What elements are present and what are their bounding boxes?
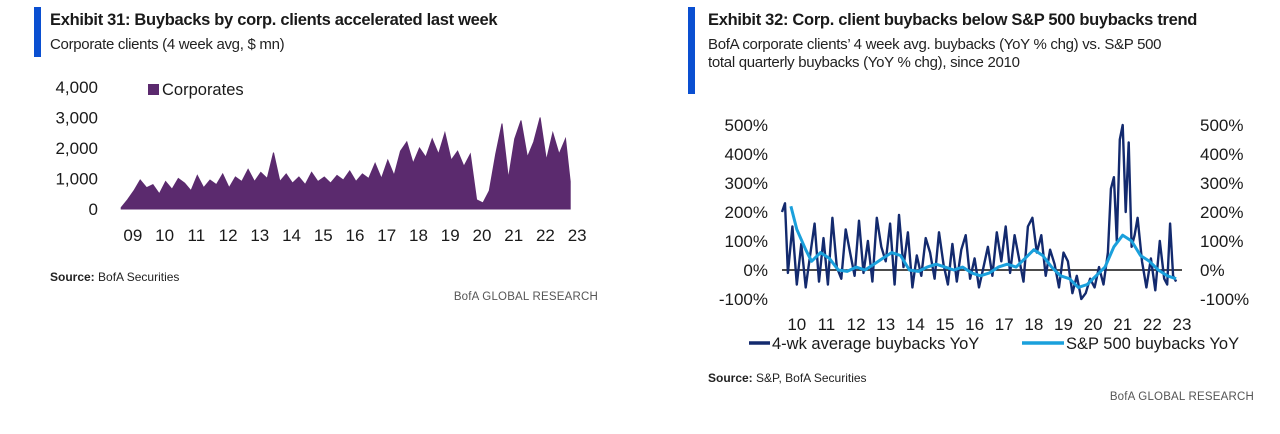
exhibit-31-panel: Exhibit 31: Buybacks by corp. clients ac… [34,7,598,303]
x-tick-label: 13 [250,226,269,245]
x-tick-label: 22 [536,226,555,245]
exhibit-32-source-label: Source: [708,371,753,385]
x-tick-label: 15 [314,226,333,245]
x-tick-label: 10 [787,315,806,334]
exhibit-31-brand: BofA GLOBAL RESEARCH [453,291,598,303]
x-tick-label: 20 [473,226,492,245]
y-tick-label: 2,000 [55,139,98,158]
y-right-tick-label: 200% [1200,203,1243,222]
legend-sp500-label: S&P 500 buybacks YoY [1066,335,1239,353]
exhibit-32-source-text: S&P, BofA Securities [756,371,867,385]
series-4wk-average-line [780,123,1178,301]
y-tick-label: 0 [89,200,98,219]
y-tick-label: 4,000 [55,78,98,97]
x-tick-label: 10 [155,226,174,245]
x-tick-label: 21 [1113,315,1132,334]
x-tick-label: 11 [188,226,206,245]
y-left-tick-label: 100% [725,232,768,251]
x-tick-label: 23 [1173,315,1192,334]
exhibit-31-chart: 4,000 3,000 2,000 1,000 0 09 10 11 12 13 14 15 16 17 1… [55,78,587,245]
y-right-tick-label: 0% [1200,261,1225,280]
exhibit-32-subtitle-line-1: BofA corporate clients’ 4 week avg. buyb… [708,36,1162,53]
x-tick-label: 15 [936,315,955,334]
x-tick-label: 17 [377,226,396,245]
series-sp500-line [789,205,1177,289]
x-tick-label: 20 [1084,315,1103,334]
exhibit-31-accent-bar [34,7,41,57]
y-right-tick-label: 300% [1200,174,1243,193]
x-tick-label: 19 [441,226,460,245]
legend-corporates-swatch [148,84,159,95]
series-corporates-area [120,117,571,210]
x-tick-label: 12 [219,226,238,245]
exhibit-32-panel: Exhibit 32: Corp. client buybacks below … [640,0,1280,434]
y-right-tick-label: 100% [1200,232,1243,251]
y-right-tick-label: 500% [1200,116,1243,135]
y-tick-label: 1,000 [55,170,98,189]
x-tick-label: 14 [282,226,301,245]
x-tick-label: 16 [346,226,365,245]
y-right-tick-label: -100% [1200,290,1249,309]
exhibit-32-brand: BofA GLOBAL RESEARCH [1109,391,1254,403]
y-left-tick-label: 300% [725,174,768,193]
legend-4wk-average-label: 4-wk average buybacks YoY [772,335,979,353]
exhibit-31-title: Exhibit 31: Buybacks by corp. clients ac… [50,11,498,29]
y-left-tick-label: -100% [719,290,768,309]
x-tick-label: 21 [504,226,523,245]
x-tick-label: 09 [123,226,142,245]
exhibit-32-title: Exhibit 32: Corp. client buybacks below … [708,11,1198,29]
exhibit-31-source: Source: BofA Securities [50,270,179,284]
x-tick-label: 12 [847,315,866,334]
x-tick-label: 23 [568,226,587,245]
x-tick-label: 19 [1054,315,1073,334]
x-tick-label: 16 [965,315,984,334]
y-left-tick-label: 0% [743,261,768,280]
x-tick-label: 13 [876,315,895,334]
x-tick-label: 18 [409,226,428,245]
legend-corporates-label: Corporates [162,81,244,99]
exhibit-32-source: Source: S&P, BofA Securities [708,371,867,385]
exhibit-32-subtitle-line-2: total quarterly buybacks (YoY % chg), si… [708,54,1020,71]
y-right-tick-label: 400% [1200,145,1243,164]
exhibit-31-source-text: BofA Securities [98,270,180,284]
exhibit-31-subtitle: Corporate clients (4 week avg, $ mn) [50,36,285,53]
exhibit-31-source-label: Source: [50,270,95,284]
exhibit-32-accent-bar [688,7,695,94]
x-tick-label: 18 [1024,315,1043,334]
x-tick-label: 22 [1143,315,1162,334]
y-tick-label: 3,000 [55,109,98,128]
y-left-tick-label: 500% [725,116,768,135]
x-tick-label: 11 [818,315,836,334]
y-left-tick-label: 200% [725,203,768,222]
exhibit-32-subtitle: BofA corporate clients’ 4 week avg. buyb… [708,36,1162,72]
exhibit-32-chart: 500% 500%400% 400%300% 300%200% 200%100% 100%… [719,116,1249,353]
y-left-tick-label: 400% [725,145,768,164]
x-tick-label: 17 [995,315,1014,334]
x-tick-label: 14 [906,315,925,334]
